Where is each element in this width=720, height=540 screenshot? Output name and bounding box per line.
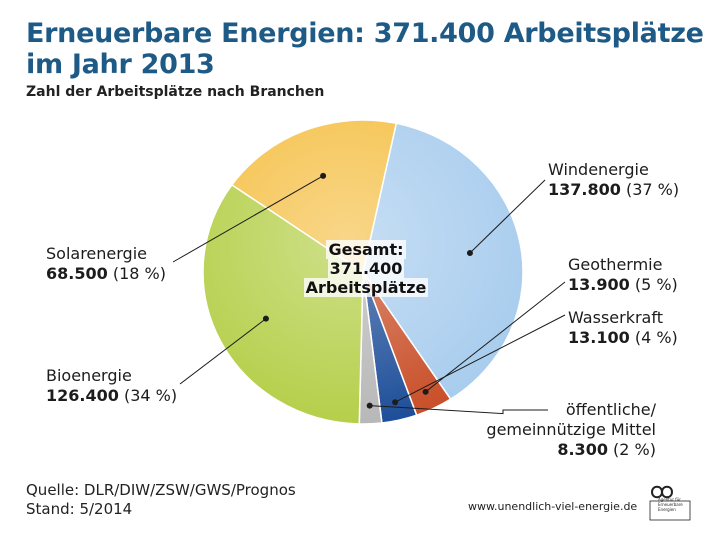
label-wasserkraft-name: Wasserkraft	[568, 308, 663, 327]
label-oeffentliche-value: 8.300	[557, 440, 608, 459]
label-solarenergie-percent: (18 %)	[112, 264, 166, 283]
leader-line	[425, 281, 566, 393]
source-note: Quelle: DLR/DIW/ZSW/GWS/Prognos Stand: 5…	[26, 481, 296, 519]
chart-subtitle: Zahl der Arbeitsplätze nach Branchen	[26, 84, 325, 100]
label-wasserkraft-percent: (4 %)	[634, 328, 678, 347]
label-geothermie: Geothermie 13.900 (5 %)	[568, 255, 678, 295]
label-windenergie-name: Windenergie	[548, 160, 649, 179]
leader-line	[469, 179, 546, 254]
stand-line: Stand: 5/2014	[26, 500, 133, 518]
label-wasserkraft: Wasserkraft 13.100 (4 %)	[568, 308, 678, 348]
center-line2: 371.400	[327, 259, 405, 278]
leader-line	[172, 175, 324, 263]
label-geothermie-value: 13.900	[568, 275, 630, 294]
source-line: Quelle: DLR/DIW/ZSW/GWS/Prognos	[26, 481, 296, 499]
center-total-label: Gesamt: 371.400 Arbeitsplätze	[296, 240, 436, 297]
label-windenergie-value: 137.800	[548, 180, 621, 199]
label-windenergie-percent: (37 %)	[625, 180, 680, 199]
label-bioenergie-percent: (34 %)	[123, 386, 178, 405]
label-oeffentliche-name2: gemeinnützige Mittel	[486, 420, 656, 439]
label-bioenergie-name: Bioenergie	[46, 366, 132, 385]
logo-text: Agentur für Erneuerbare Energien	[658, 497, 683, 512]
website-link[interactable]: www.unendlich-viel-energie.de	[468, 500, 638, 513]
label-bioenergie: Bioenergie 126.400 (34 %)	[46, 366, 177, 406]
label-geothermie-name: Geothermie	[568, 255, 663, 274]
leader-line	[179, 318, 267, 385]
chart-title-line2: im Jahr 2013	[26, 49, 215, 80]
chart-title: Erneuerbare Energien: 371.400 Arbeitsplä…	[26, 18, 704, 80]
center-line1: Gesamt:	[326, 240, 406, 259]
center-line3: Arbeitsplätze	[303, 278, 429, 297]
leader-line	[394, 314, 566, 403]
label-oeffentliche-mittel: öffentliche/ gemeinnützige Mittel 8.300 …	[450, 400, 656, 460]
label-windenergie: Windenergie 137.800 (37 %)	[548, 160, 679, 200]
label-solarenergie: Solarenergie 68.500 (18 %)	[46, 244, 166, 284]
label-geothermie-percent: (5 %)	[634, 275, 678, 294]
label-oeffentliche-name1: öffentliche/	[565, 400, 656, 419]
leader-lines	[172, 172, 566, 415]
label-solarenergie-name: Solarenergie	[46, 244, 147, 263]
agentur-logo-icon	[649, 485, 691, 521]
label-bioenergie-value: 126.400	[46, 386, 119, 405]
label-solarenergie-value: 68.500	[46, 264, 108, 283]
leader-line	[369, 405, 548, 415]
label-oeffentliche-percent: (2 %)	[613, 440, 656, 459]
label-wasserkraft-value: 13.100	[568, 328, 630, 347]
chart-title-line1: Erneuerbare Energien: 371.400 Arbeitsplä…	[26, 18, 704, 49]
